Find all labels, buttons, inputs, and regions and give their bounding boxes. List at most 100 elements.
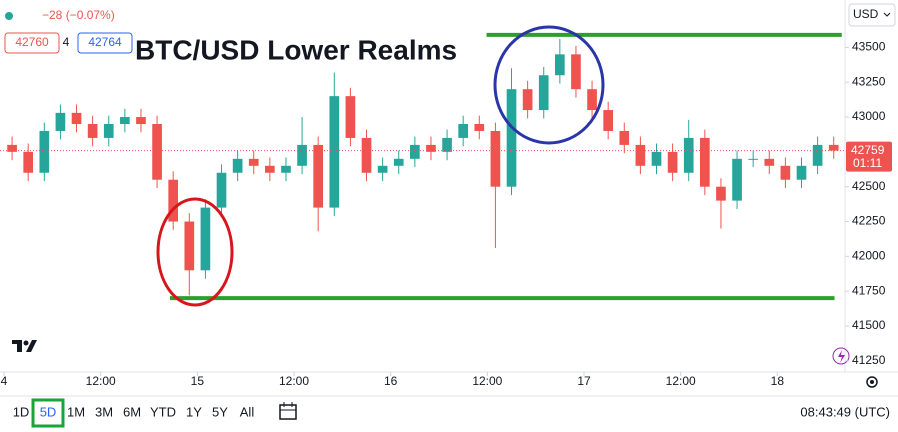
y-tick-label: 43250 [852,74,886,88]
currency-select[interactable] [848,3,896,27]
range-button[interactable]: 6M [123,404,141,419]
chart-title: BTC/USD Lower Realms [135,34,457,65]
tv-logo [12,340,37,352]
candle-body [377,165,388,173]
candle-body [120,117,130,124]
range-button[interactable]: 5D [40,404,57,419]
candle-body [474,124,485,131]
countdown: 01:11 [853,156,882,170]
candle-body [55,112,66,131]
candle-body [297,144,307,166]
candle-body [587,89,597,111]
candle-body [603,110,614,131]
candle-body [442,137,452,152]
candle-body [103,124,114,138]
ask-box[interactable] [77,32,133,54]
currency: USD [853,7,879,21]
candle-body [651,151,662,166]
highlight-circle [156,197,234,307]
candle-body [168,179,179,222]
range-button[interactable]: All [240,404,255,419]
candle-body [265,165,275,173]
candle-body [152,124,162,180]
calendar-icon[interactable] [279,402,297,420]
candle-body [7,144,17,152]
status-dot [5,12,13,20]
highlight-circle [493,25,605,145]
candle-body [635,144,646,166]
range-button[interactable]: 5Y [212,404,228,419]
candle-body [812,144,823,166]
range-button[interactable]: 1Y [186,404,202,419]
x-tick-label: 12:00 [86,374,116,388]
x-tick-label: 12:00 [666,374,696,388]
candle-body [87,124,98,138]
y-tick-label: 41500 [852,318,886,332]
candle-body [619,130,630,145]
y-tick-label: 42250 [852,214,886,228]
candle-body [683,137,694,173]
dropdown-arrow [883,12,891,17]
candle-body [780,165,791,180]
candle-body [39,130,50,173]
spread: 4 [63,35,70,49]
x-tick-label: 4 [1,374,8,388]
candle-body [732,158,742,201]
candle-body [828,144,839,151]
candle-body [313,144,324,208]
candle-body [345,96,356,138]
range-button[interactable]: 3M [95,404,113,419]
y-tick-label: 41250 [852,353,886,367]
candle-body [571,54,581,90]
candle-body [796,165,807,180]
range-button[interactable]: 1M [67,404,85,419]
alert-icon[interactable] [832,347,850,365]
clock: 08:43:49 (UTC) [800,404,890,419]
settings-icon-core [870,380,874,384]
x-tick-label: 17 [577,374,591,388]
candle-body [216,172,227,208]
bid-box[interactable] [4,32,60,54]
settings-icon[interactable] [866,376,878,388]
y-tick-label: 43500 [852,40,886,54]
candle-body [393,158,404,166]
candle-body [232,158,243,173]
candle-body [23,151,34,173]
last-price: 42759 [851,143,885,157]
candle-body [248,158,259,166]
candle-body [700,137,710,187]
candle-body [458,124,469,138]
y-tick-label: 43000 [852,109,886,123]
y-tick-label: 42500 [852,179,886,193]
range-button[interactable]: 1D [13,404,30,419]
candle-body [136,117,146,124]
x-tick-label: 12:00 [279,374,309,388]
x-tick-label: 18 [771,374,785,388]
y-tick-label: 41750 [852,283,886,297]
range-button[interactable]: YTD [150,404,176,419]
candle-body [667,151,678,173]
candle-body [184,221,195,271]
candle-body [410,144,420,159]
candle-body [329,96,340,208]
candle-body [716,186,726,201]
candle-body [200,207,211,271]
x-tick-label: 16 [384,374,398,388]
x-tick-label: 15 [191,374,205,388]
alert-bolt [838,350,845,363]
plot [0,32,845,301]
candle-body [764,158,775,166]
candle-body [555,54,565,76]
change: −28 (−0.07%) [42,8,115,22]
bid: 42760 [15,35,49,49]
candle-body [490,130,501,187]
candle-body [281,165,291,173]
candle-body [361,137,372,173]
y-tick-label: 42000 [852,249,886,263]
toolbar: 1D 5D 1M 3M 6M YTD 1Y 5Y All [13,398,255,428]
selected-range-box [31,398,65,428]
x-tick-label: 12:00 [472,374,502,388]
